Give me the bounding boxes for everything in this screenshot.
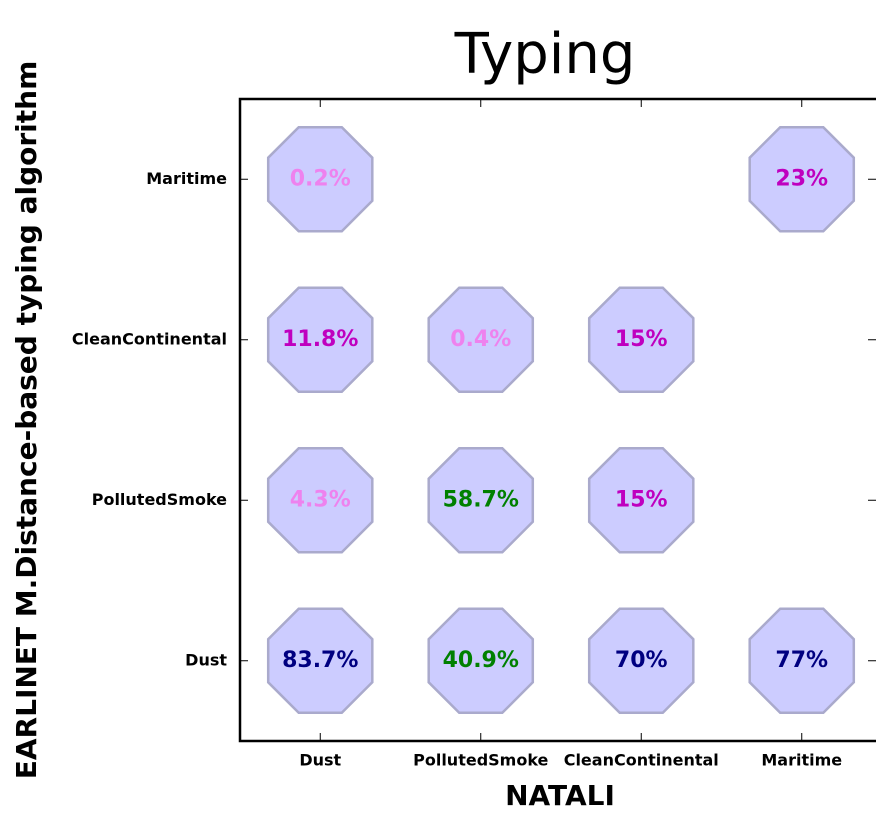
- x-tick-label: CleanContinental: [564, 751, 719, 770]
- y-tick-label: Dust: [185, 650, 227, 669]
- y-tick-label: Maritime: [146, 169, 227, 188]
- cell-marker: [427, 446, 535, 554]
- cell-marker: [266, 125, 374, 233]
- cell-label: 0.2%: [290, 166, 351, 191]
- x-tick-label: Maritime: [761, 751, 842, 770]
- cell-label: 4.3%: [290, 487, 351, 512]
- cell-label: 15%: [615, 327, 668, 352]
- axes-frame: [238, 97, 876, 743]
- cell-marker: [427, 607, 535, 715]
- cell-marker: [587, 607, 695, 715]
- cell-label: 58.7%: [443, 487, 519, 512]
- x-axis-label: NATALI: [505, 779, 615, 812]
- cell-marker: [427, 286, 535, 394]
- y-tick-label: CleanContinental: [72, 329, 227, 348]
- y-tick-label: PollutedSmoke: [92, 490, 227, 509]
- cell-label: 23%: [775, 166, 828, 191]
- cell-marker: [266, 446, 374, 554]
- cell-label: 77%: [775, 648, 828, 673]
- x-tick-label: PollutedSmoke: [413, 751, 548, 770]
- cell-marker: [748, 607, 856, 715]
- cell-label: 83.7%: [282, 648, 358, 673]
- x-tick-label: Dust: [299, 751, 341, 770]
- cell-label: 40.9%: [443, 648, 519, 673]
- y-axis-label: EARLINET M.Distance-based typing algorit…: [10, 61, 43, 780]
- cell-label: 15%: [615, 487, 668, 512]
- cell-label: 0.4%: [450, 327, 511, 352]
- cell-label: 11.8%: [282, 327, 358, 352]
- cell-marker: [266, 286, 374, 394]
- chart-title: Typing: [454, 22, 636, 87]
- cell-label: 70%: [615, 648, 668, 673]
- cell-marker: [587, 446, 695, 554]
- cell-marker: [587, 286, 695, 394]
- cell-marker: [748, 125, 856, 233]
- cell-marker: [266, 607, 374, 715]
